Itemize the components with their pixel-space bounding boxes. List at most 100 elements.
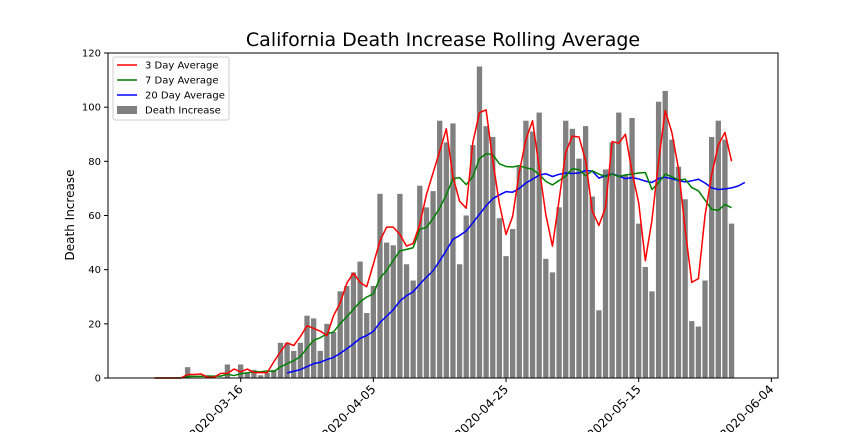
bar: [357, 261, 363, 378]
bar: [383, 242, 390, 378]
bar: [377, 193, 383, 378]
bar: [602, 169, 609, 378]
bar: [251, 369, 257, 379]
bar: [622, 174, 629, 379]
legend: 3 Day Average 7 Day Average 20 Day Average…: [112, 56, 230, 121]
bar: [543, 258, 549, 378]
bar: [709, 136, 715, 378]
bar: [297, 342, 304, 378]
y-tick-label: 40: [88, 265, 101, 276]
bar: [490, 136, 496, 378]
y-axis-label: Death Increase: [63, 170, 77, 261]
x-tick-label: 2020-05-15: [585, 382, 644, 432]
bar: [695, 326, 702, 378]
legend-label: Death Increase: [145, 106, 221, 117]
bar: [655, 101, 662, 378]
x-tick-label: 2020-06-04: [717, 382, 776, 432]
bar: [244, 372, 250, 378]
bar: [496, 218, 503, 378]
bar: [430, 191, 436, 378]
bar: [463, 215, 469, 378]
bar: [456, 264, 463, 378]
bar: [304, 315, 310, 378]
bar: [582, 126, 589, 379]
bar: [310, 318, 317, 378]
bar: [649, 291, 655, 378]
legend-label: 3 Day Average: [145, 61, 219, 72]
bar: [596, 310, 602, 378]
bar: [364, 313, 370, 378]
y-tick-label: 80: [88, 157, 101, 168]
bar: [317, 350, 323, 378]
bar: [417, 185, 423, 378]
series-line-3-day-average: [154, 109, 733, 379]
x-tick-label: 2020-04-25: [452, 382, 511, 432]
y-tick-label: 20: [88, 319, 101, 330]
bar: [470, 145, 476, 378]
bar: [423, 207, 430, 379]
bar: [715, 120, 721, 379]
y-tick-label: 0: [95, 374, 101, 385]
bar: [264, 372, 270, 378]
bar: [516, 166, 522, 378]
bar: [397, 193, 403, 378]
bar: [284, 342, 290, 378]
bar: [576, 158, 582, 378]
bar: [350, 272, 357, 379]
bar: [689, 321, 695, 379]
bar: [483, 126, 489, 379]
bar: [523, 120, 529, 379]
bar: [549, 272, 556, 379]
bar: [337, 291, 343, 378]
bar: [390, 245, 396, 378]
bar: [330, 331, 337, 378]
bar: [728, 223, 735, 379]
bar: [636, 223, 642, 379]
bar: [662, 90, 668, 379]
legend-bar-swatch: [117, 106, 137, 114]
bar: [609, 142, 615, 379]
series-line-7-day-average: [154, 153, 732, 379]
bar: [291, 350, 297, 378]
bar: [437, 120, 443, 379]
bar: [682, 199, 688, 378]
bar: [403, 264, 410, 378]
bar: [569, 128, 576, 378]
bar: [675, 166, 682, 378]
bar: [503, 256, 509, 379]
bar: [410, 280, 416, 378]
bar: [277, 342, 284, 378]
bar: [589, 196, 595, 378]
bar: [476, 66, 483, 378]
bar: [629, 118, 635, 378]
bar: [529, 131, 536, 378]
bar: [722, 139, 728, 378]
bar: [563, 120, 569, 379]
y-tick-label: 100: [82, 103, 101, 114]
bar: [184, 367, 191, 378]
bar: [450, 123, 456, 378]
bar: [556, 207, 562, 379]
y-tick-label: 120: [82, 49, 101, 60]
bar: [616, 112, 622, 378]
bar: [536, 112, 542, 378]
legend-label: 20 Day Average: [145, 91, 225, 102]
bar: [443, 142, 449, 379]
bar: [257, 375, 264, 378]
x-tick-label: 2020-03-16: [187, 382, 246, 432]
y-tick-label: 60: [88, 211, 101, 222]
lines-layer: [154, 109, 746, 379]
bar: [271, 369, 277, 379]
bar: [702, 280, 708, 378]
bar: [224, 364, 231, 378]
bar: [324, 323, 330, 378]
bar: [510, 229, 516, 378]
chart-title: California Death Increase Rolling Averag…: [246, 29, 640, 51]
bars-layer: [184, 66, 735, 379]
bar: [642, 266, 648, 378]
legend-box: [112, 56, 230, 121]
bar: [344, 285, 350, 378]
bar: [669, 139, 675, 378]
